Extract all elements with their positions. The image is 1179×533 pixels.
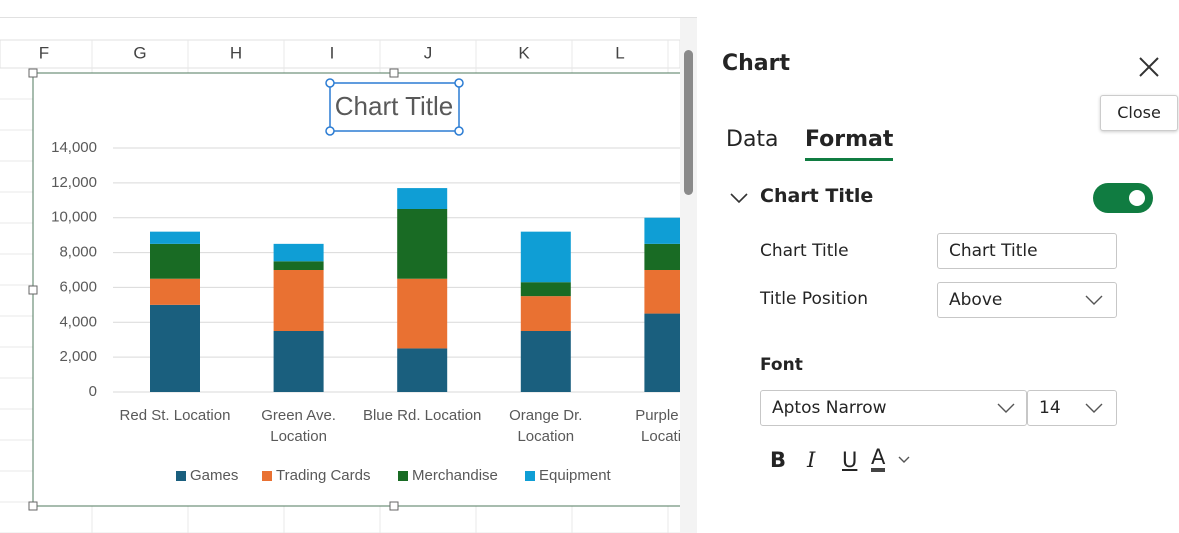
- text-input[interactable]: Chart Title: [937, 233, 1117, 269]
- y-tick-label: 4,000: [59, 313, 97, 330]
- frame-handle: [389, 68, 399, 78]
- bold-button[interactable]: B: [770, 448, 787, 472]
- y-tick-label: 6,000: [59, 278, 97, 295]
- frame-handle: [28, 501, 38, 511]
- column-letter: F: [39, 43, 49, 62]
- y-tick-label: 8,000: [59, 244, 97, 261]
- bar-segment: [273, 331, 324, 392]
- column-letter: J: [424, 43, 433, 62]
- legend-label: Games: [190, 467, 238, 484]
- size-dropdown[interactable]: 14: [1027, 390, 1117, 426]
- bar-segment: [273, 270, 324, 331]
- column-letter: I: [330, 43, 335, 62]
- column-header: [0, 39, 680, 69]
- top-strip: [0, 0, 1179, 18]
- x-tick-label: Green Ave. Location: [261, 407, 336, 445]
- bar-segment: [644, 243, 680, 270]
- bar-segment: [150, 304, 200, 392]
- italic-button[interactable]: I: [807, 448, 816, 472]
- bar-segment: [520, 231, 571, 283]
- field-label: Chart Title: [760, 241, 849, 261]
- bar-segment: [150, 278, 200, 305]
- column-letter: K: [518, 43, 530, 62]
- toggle[interactable]: [1093, 183, 1153, 213]
- close-button[interactable]: [1137, 55, 1161, 79]
- title-handle: [454, 126, 464, 136]
- bar-segment: [520, 331, 571, 392]
- legend-swatch: [398, 471, 408, 481]
- tab-active[interactable]: Format: [805, 127, 894, 161]
- section-title[interactable]: Chart Title: [760, 185, 874, 207]
- font-color-button[interactable]: A: [871, 446, 886, 472]
- legend-swatch: [525, 471, 535, 481]
- column-letter: G: [133, 43, 146, 62]
- y-tick-label: 14,000: [51, 139, 97, 156]
- scroll-thumb[interactable]: [684, 50, 693, 195]
- bar-segment: [150, 243, 200, 279]
- legend-label: Trading Cards: [276, 467, 370, 484]
- tab[interactable]: Data: [726, 127, 779, 152]
- chart-title[interactable]: Chart Title: [335, 91, 454, 121]
- bar-segment: [273, 261, 324, 270]
- bar-segment: [397, 278, 448, 349]
- field-label: Title Position: [760, 289, 869, 309]
- chart: F G H I J K L 0 2,000 4,000 6,000 8,000 10,000 12,000…: [0, 39, 680, 533]
- dropdown[interactable]: Above: [937, 282, 1117, 318]
- x-tick-label: Orange Dr. Location: [509, 407, 583, 445]
- bar-segment: [150, 231, 200, 244]
- column-letter: H: [230, 43, 242, 62]
- legend-label: Equipment: [539, 467, 612, 484]
- bar-segment: [644, 270, 680, 314]
- y-tick-label: 12,000: [51, 174, 97, 191]
- chevron: [1085, 295, 1103, 305]
- legend-swatch: [176, 471, 186, 481]
- frame-handle: [28, 285, 38, 295]
- bar-segment: [644, 313, 680, 392]
- sheet: F G H I J K L 0 2,000 4,000 6,000 8,000 10,000 12,000…: [0, 39, 680, 533]
- chevron: [898, 456, 910, 463]
- chevron: [997, 403, 1015, 413]
- bar-segment: [397, 188, 448, 209]
- chart-frame: [32, 72, 680, 507]
- legend-swatch: [262, 471, 272, 481]
- x-tick-label: Blue Rd. Location: [362, 407, 482, 424]
- underline-button[interactable]: U: [842, 448, 858, 472]
- format-pane: Chart Close Data Format Chart Title Char…: [697, 17, 1179, 533]
- y-tick-label: 0: [89, 383, 97, 400]
- column-letter: L: [615, 43, 624, 62]
- bar-segment: [520, 296, 571, 331]
- chevron: [1085, 403, 1103, 413]
- y-tick-label: 2,000: [59, 348, 97, 365]
- title-selection: [329, 82, 460, 132]
- bar-segment: [520, 282, 571, 297]
- frame-handle: [28, 68, 38, 78]
- title-handle: [325, 126, 335, 136]
- frame-handle: [389, 501, 399, 511]
- pane-title: Chart: [722, 51, 791, 76]
- x-tick-label: Purple Ln. Location: [635, 407, 680, 445]
- scrollbar[interactable]: [680, 18, 697, 533]
- bar-segment: [397, 209, 448, 279]
- y-tick-label: 10,000: [51, 209, 97, 226]
- bar-segment: [397, 348, 448, 392]
- title-handle: [325, 78, 335, 88]
- x-tick-label: Red St. Location: [119, 407, 231, 424]
- title-handle: [454, 78, 464, 88]
- font-label: Font: [760, 355, 803, 375]
- legend-label: Merchandise: [412, 467, 498, 484]
- tooltip: Close: [1100, 95, 1178, 131]
- font-dropdown[interactable]: Aptos Narrow: [760, 390, 1027, 426]
- bar-segment: [644, 217, 680, 244]
- collapse-chevron[interactable]: [730, 192, 748, 204]
- bar-segment: [273, 243, 324, 262]
